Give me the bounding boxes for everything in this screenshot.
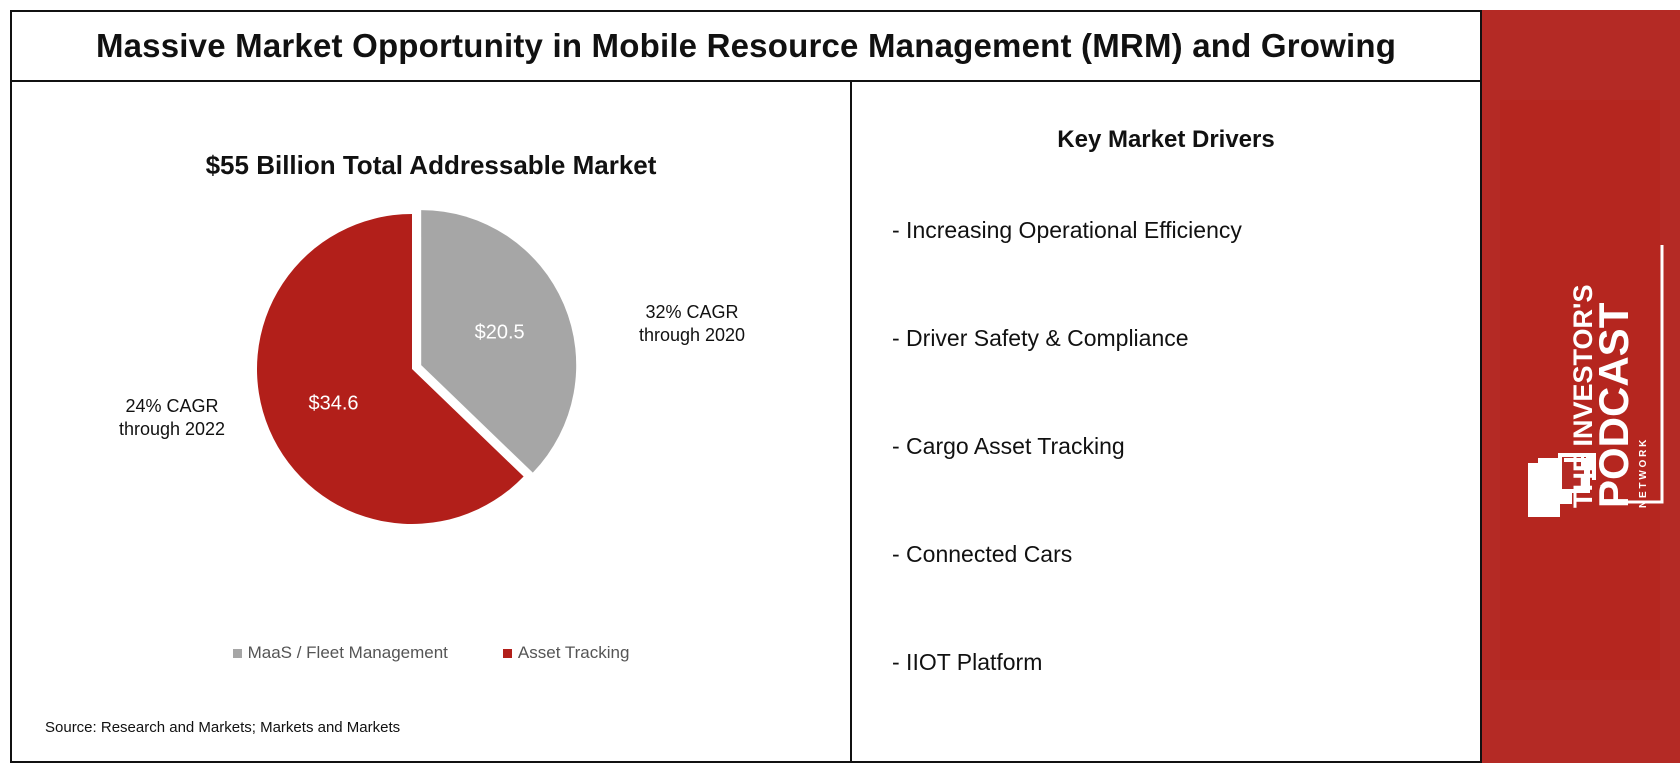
- legend-item-asset: Asset Tracking: [502, 643, 630, 663]
- driver-item: - Cargo Asset Tracking: [892, 433, 1125, 459]
- legend-swatch-asset: [502, 648, 512, 658]
- drivers-panel: Key Market Drivers - Increasing Operatio…: [852, 82, 1480, 761]
- driver-item: - IIOT Platform: [892, 649, 1043, 675]
- page-title: Massive Market Opportunity in Mobile Res…: [95, 27, 1397, 64]
- driver-item: - Connected Cars: [892, 541, 1073, 567]
- pie-label-asset: $34.6: [309, 392, 359, 414]
- legend-label-maas: MaaS / Fleet Management: [247, 643, 448, 662]
- drivers-title: Key Market Drivers: [1057, 126, 1275, 153]
- brand-sidebar: THE INVESTOR'S PODCAST N E T W O R K: [1482, 10, 1680, 763]
- annotation-maas-line1: 32% CAGR: [645, 302, 738, 322]
- pie-chart: $20.5 $34.6 32% CAGR through 2020 24% CAG…: [119, 210, 745, 524]
- chart-title: $55 Billion Total Addressable Market: [205, 150, 657, 180]
- legend-label-asset: Asset Tracking: [517, 643, 630, 662]
- drivers-list: - Increasing Operational Efficiency - Dr…: [892, 217, 1242, 757]
- logo-mark-icon: [1528, 453, 1596, 517]
- legend-item-maas: MaaS / Fleet Management: [232, 643, 448, 663]
- title-bar: Massive Market Opportunity in Mobile Res…: [12, 12, 1480, 82]
- driver-item: - Driver Safety & Compliance: [892, 325, 1189, 351]
- legend-swatch-maas: [232, 648, 242, 658]
- annotation-maas-line2: through 2020: [639, 325, 745, 345]
- slide-frame: Massive Market Opportunity in Mobile Res…: [10, 10, 1482, 763]
- annotation-asset-line2: through 2022: [119, 419, 225, 439]
- pie-slice-maas: [421, 210, 577, 473]
- logo-text-line2: PODCAST: [1590, 302, 1637, 508]
- driver-item: - Increasing Operational Efficiency: [892, 217, 1242, 243]
- logo-text-line1: THE INVESTOR'S: [1568, 285, 1598, 508]
- pie-slice-asset: [257, 214, 524, 524]
- logo-text-line3: N E T W O R K: [1638, 439, 1649, 508]
- chart-legend: MaaS / Fleet Management Asset Tracking: [12, 643, 850, 663]
- podcast-logo: THE INVESTOR'S PODCAST N E T W O R K: [1528, 245, 1664, 517]
- logo-frame-icon: [1600, 245, 1664, 504]
- annotation-asset-line1: 24% CAGR: [125, 396, 218, 416]
- source-note: Source: Research and Markets; Markets an…: [45, 719, 401, 736]
- brand-panel: [1500, 100, 1660, 680]
- chart-panel: $55 Billion Total Addressable Market $20…: [12, 82, 852, 761]
- pie-label-maas: $20.5: [475, 322, 525, 344]
